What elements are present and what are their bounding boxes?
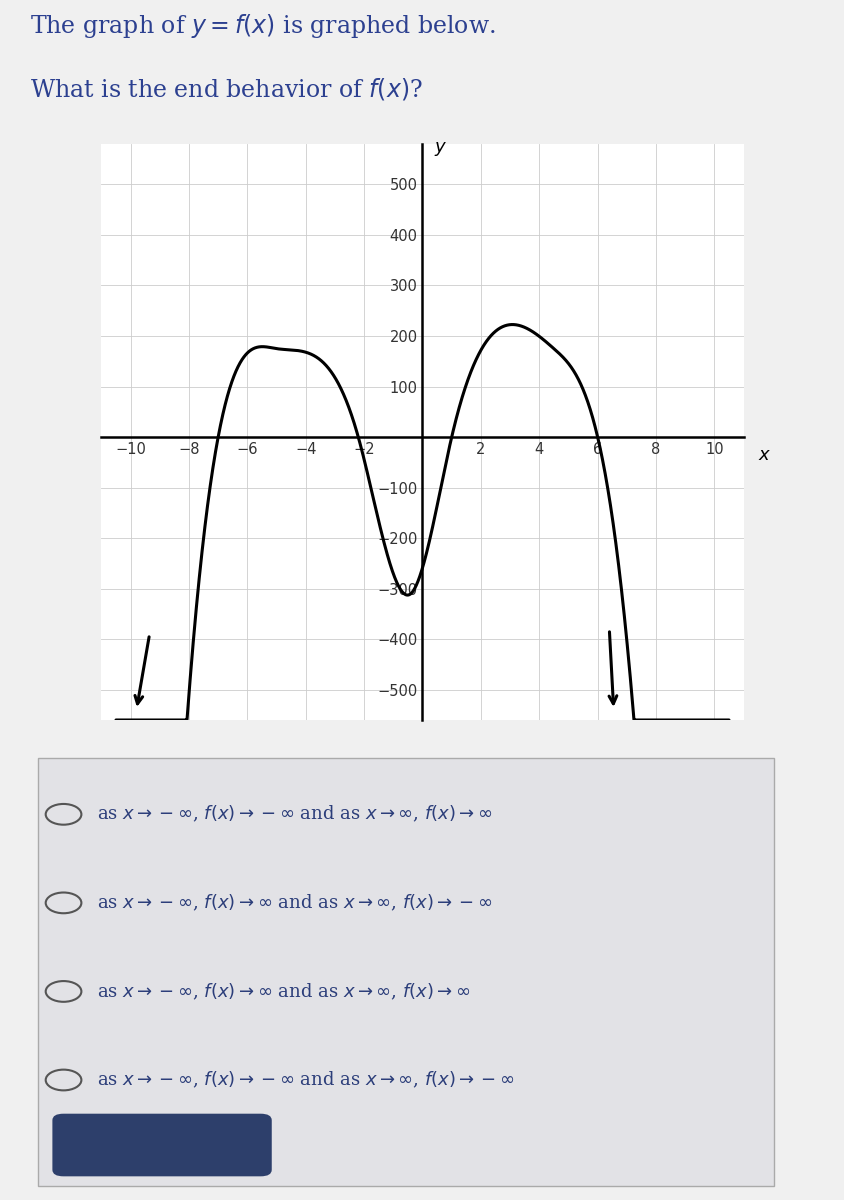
FancyBboxPatch shape — [52, 1114, 272, 1176]
Text: Submit Answer: Submit Answer — [88, 1135, 236, 1154]
Text: as $x \to -\infty$, $f(x) \to -\infty$ and as $x \to \infty$, $f(x) \to \infty$: as $x \to -\infty$, $f(x) \to -\infty$ a… — [97, 804, 492, 824]
Text: as $x \to -\infty$, $f(x) \to -\infty$ and as $x \to \infty$, $f(x) \to -\infty$: as $x \to -\infty$, $f(x) \to -\infty$ a… — [97, 1070, 514, 1090]
Text: The graph of $y = f(x)$ is graphed below.: The graph of $y = f(x)$ is graphed below… — [30, 12, 495, 40]
FancyBboxPatch shape — [37, 758, 773, 1186]
Text: y: y — [434, 138, 445, 156]
Text: x: x — [758, 445, 768, 463]
Text: as $x \to -\infty$, $f(x) \to \infty$ and as $x \to \infty$, $f(x) \to -\infty$: as $x \to -\infty$, $f(x) \to \infty$ an… — [97, 893, 492, 913]
Text: What is the end behavior of $f(x)$?: What is the end behavior of $f(x)$? — [30, 76, 422, 102]
Text: as $x \to -\infty$, $f(x) \to \infty$ and as $x \to \infty$, $f(x) \to \infty$: as $x \to -\infty$, $f(x) \to \infty$ an… — [97, 982, 470, 1002]
